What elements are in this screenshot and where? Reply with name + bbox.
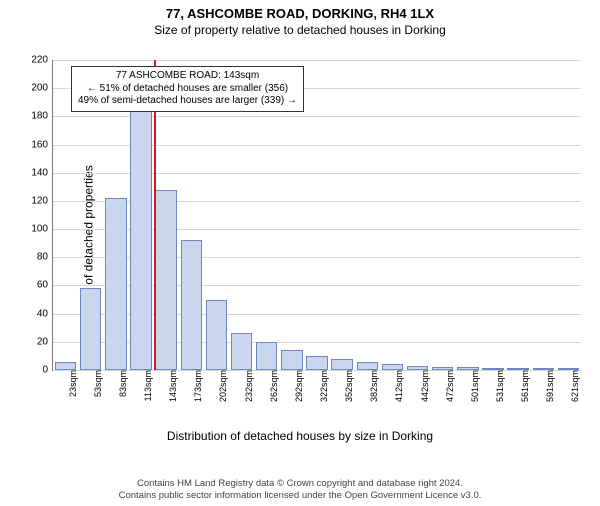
- x-tick-label: 472sqm: [445, 370, 455, 402]
- y-tick-label: 40: [37, 308, 48, 319]
- bar: [105, 198, 126, 370]
- y-tick-label: 220: [31, 55, 48, 66]
- x-tick-label: 561sqm: [520, 370, 530, 402]
- x-tick-label: 501sqm: [470, 370, 480, 402]
- x-tick-label: 23sqm: [68, 370, 78, 397]
- bar: [357, 362, 378, 370]
- annotation-line: 77 ASHCOMBE ROAD: 143sqm: [78, 70, 297, 83]
- x-tick-label: 232sqm: [244, 370, 254, 402]
- chart-container: Number of detached properties 0204060801…: [0, 50, 600, 445]
- y-tick-label: 80: [37, 252, 48, 263]
- x-tick-label: 173sqm: [193, 370, 203, 402]
- annotation-box: 77 ASHCOMBE ROAD: 143sqm← 51% of detache…: [71, 66, 304, 112]
- y-tick-label: 20: [37, 336, 48, 347]
- x-tick-label: 621sqm: [570, 370, 580, 402]
- y-tick-label: 100: [31, 224, 48, 235]
- x-tick-label: 292sqm: [294, 370, 304, 402]
- bar: [206, 300, 227, 370]
- page-subtitle: Size of property relative to detached ho…: [0, 23, 600, 37]
- x-tick-label: 262sqm: [269, 370, 279, 402]
- y-tick-label: 60: [37, 280, 48, 291]
- bar: [331, 359, 352, 370]
- bar: [181, 240, 202, 370]
- page-title: 77, ASHCOMBE ROAD, DORKING, RH4 1LX: [0, 6, 600, 21]
- bar: [155, 190, 176, 370]
- x-tick-label: 442sqm: [420, 370, 430, 402]
- x-tick-label: 531sqm: [495, 370, 505, 402]
- bar: [231, 333, 252, 370]
- y-tick-label: 140: [31, 167, 48, 178]
- bar: [281, 350, 302, 370]
- x-axis-label: Distribution of detached houses by size …: [0, 429, 600, 443]
- gridline: [53, 60, 581, 61]
- annotation-line: 49% of semi-detached houses are larger (…: [78, 95, 297, 108]
- bar: [80, 288, 101, 370]
- x-tick-label: 113sqm: [143, 370, 153, 401]
- bar: [130, 107, 151, 371]
- bar: [55, 362, 76, 370]
- bar: [256, 342, 277, 370]
- footer-line-2: Contains public sector information licen…: [0, 490, 600, 502]
- x-tick-label: 143sqm: [168, 370, 178, 402]
- x-tick-label: 591sqm: [545, 370, 555, 402]
- bar: [306, 356, 327, 370]
- y-tick-label: 180: [31, 111, 48, 122]
- y-tick-label: 0: [42, 365, 48, 376]
- plot-area: 02040608010012014016018020022023sqm53sqm…: [52, 60, 581, 371]
- y-tick-label: 120: [31, 195, 48, 206]
- x-tick-label: 322sqm: [319, 370, 329, 402]
- footer-attribution: Contains HM Land Registry data © Crown c…: [0, 478, 600, 502]
- x-tick-label: 412sqm: [394, 370, 404, 402]
- x-tick-label: 352sqm: [344, 370, 354, 402]
- x-tick-label: 202sqm: [218, 370, 228, 402]
- x-tick-label: 53sqm: [93, 370, 103, 397]
- y-tick-label: 200: [31, 83, 48, 94]
- footer-line-1: Contains HM Land Registry data © Crown c…: [0, 478, 600, 490]
- x-tick-label: 83sqm: [118, 370, 128, 397]
- x-tick-label: 382sqm: [369, 370, 379, 402]
- annotation-line: ← 51% of detached houses are smaller (35…: [78, 83, 297, 96]
- y-tick-label: 160: [31, 139, 48, 150]
